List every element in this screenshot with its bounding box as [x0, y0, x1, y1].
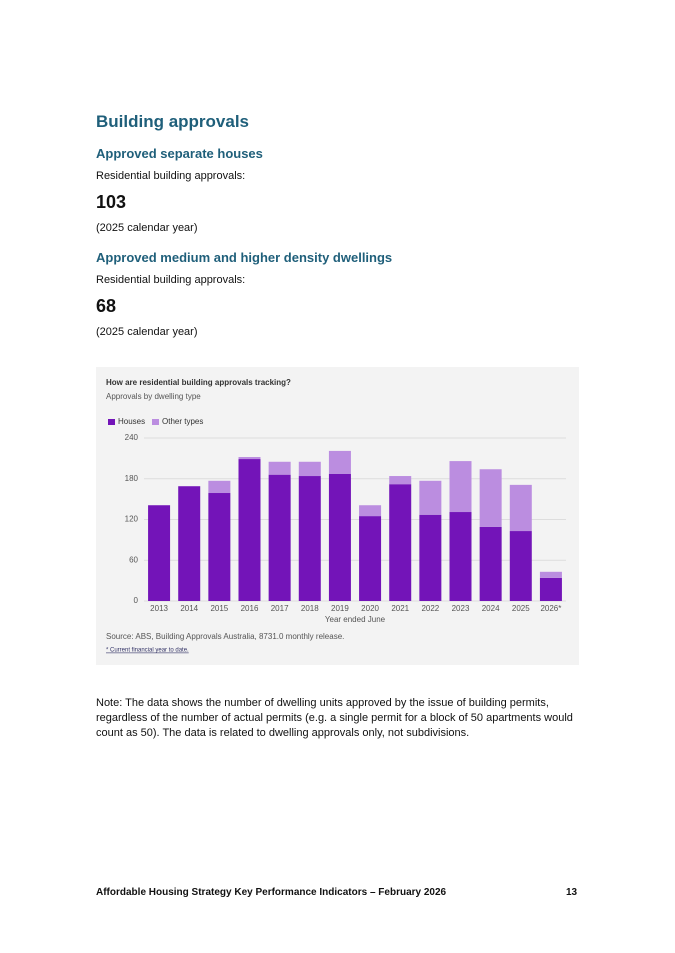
x-tick-label: 2023 [452, 604, 470, 613]
bar-segment [539, 571, 562, 578]
period: (2025 calendar year) [96, 222, 198, 234]
bar-segment [359, 516, 382, 601]
bar-segment [238, 459, 261, 601]
footer: Affordable Housing Strategy Key Performa… [96, 887, 447, 898]
bar-segment [389, 476, 412, 485]
x-tick-label: 2017 [271, 604, 289, 613]
x-tick-label: 2026* [540, 604, 561, 613]
x-tick-label: 2018 [301, 604, 319, 613]
bar-segment [178, 486, 201, 601]
value: 68 [96, 296, 117, 316]
bar-segment [479, 526, 502, 601]
bar-segment [328, 450, 351, 474]
bar-segment [449, 461, 472, 513]
x-tick-label: 2021 [391, 604, 409, 613]
source: Source: ABS, Building Approvals Australi… [106, 632, 344, 641]
chart-title: How are residential building approvals t… [106, 378, 291, 387]
chart-subtitle: Approvals by dwelling type [106, 392, 201, 401]
label: Residential building approvals: [96, 274, 246, 286]
bar-segment [419, 514, 442, 601]
x-tick-label: 2019 [331, 604, 349, 613]
bar-segment [449, 512, 472, 601]
bar-segment [509, 484, 532, 532]
legend-label: Other types [162, 417, 203, 426]
footnote[interactable]: * Current financial year to date. [106, 648, 189, 654]
heading: Building approvals [96, 112, 250, 131]
bar-segment [268, 461, 291, 475]
bar-segment [208, 480, 231, 494]
x-tick-label: 2014 [180, 604, 198, 613]
x-tick-label: 2015 [210, 604, 228, 613]
period: (2025 calendar year) [96, 326, 198, 338]
bar-segment [238, 457, 261, 460]
y-tick-label: 60 [129, 555, 138, 564]
bar-segment [539, 577, 562, 601]
bar-segment [359, 505, 382, 517]
chart: How are residential building approvals t… [96, 367, 579, 665]
x-tick-label: 2016 [241, 604, 259, 613]
bar-segment [479, 469, 502, 527]
x-tick-label: 2022 [421, 604, 439, 613]
label: Residential building approvals: [96, 170, 246, 182]
section-title: Approved medium and higher density dwell… [96, 250, 393, 265]
bar-segment [298, 476, 321, 601]
bar-segment [509, 531, 532, 601]
x-tick-label: 2025 [512, 604, 530, 613]
y-tick-label: 180 [125, 474, 139, 483]
y-tick-label: 240 [125, 433, 139, 442]
section-title: Approved separate houses [96, 146, 263, 161]
note: Note: The data shows the number of dwell… [96, 697, 573, 739]
value: 103 [96, 192, 127, 212]
bar-segment [208, 493, 231, 601]
legend-swatch [108, 419, 115, 425]
bar-segment [328, 473, 351, 601]
x-tick-label: 2013 [150, 604, 168, 613]
bar-segment [148, 505, 171, 601]
x-tick-label: 2024 [482, 604, 500, 613]
bar-segment [389, 484, 412, 601]
legend-swatch [152, 419, 159, 425]
y-tick-label: 0 [134, 596, 139, 605]
bar-segment [298, 461, 321, 477]
x-tick-label: 2020 [361, 604, 379, 613]
bar-segment [419, 480, 442, 515]
bar-segment [268, 474, 291, 601]
legend-label: Houses [118, 417, 145, 426]
y-tick-label: 120 [125, 515, 139, 524]
page-number: 13 [566, 887, 578, 898]
x-axis-label: Year ended June [325, 615, 386, 624]
